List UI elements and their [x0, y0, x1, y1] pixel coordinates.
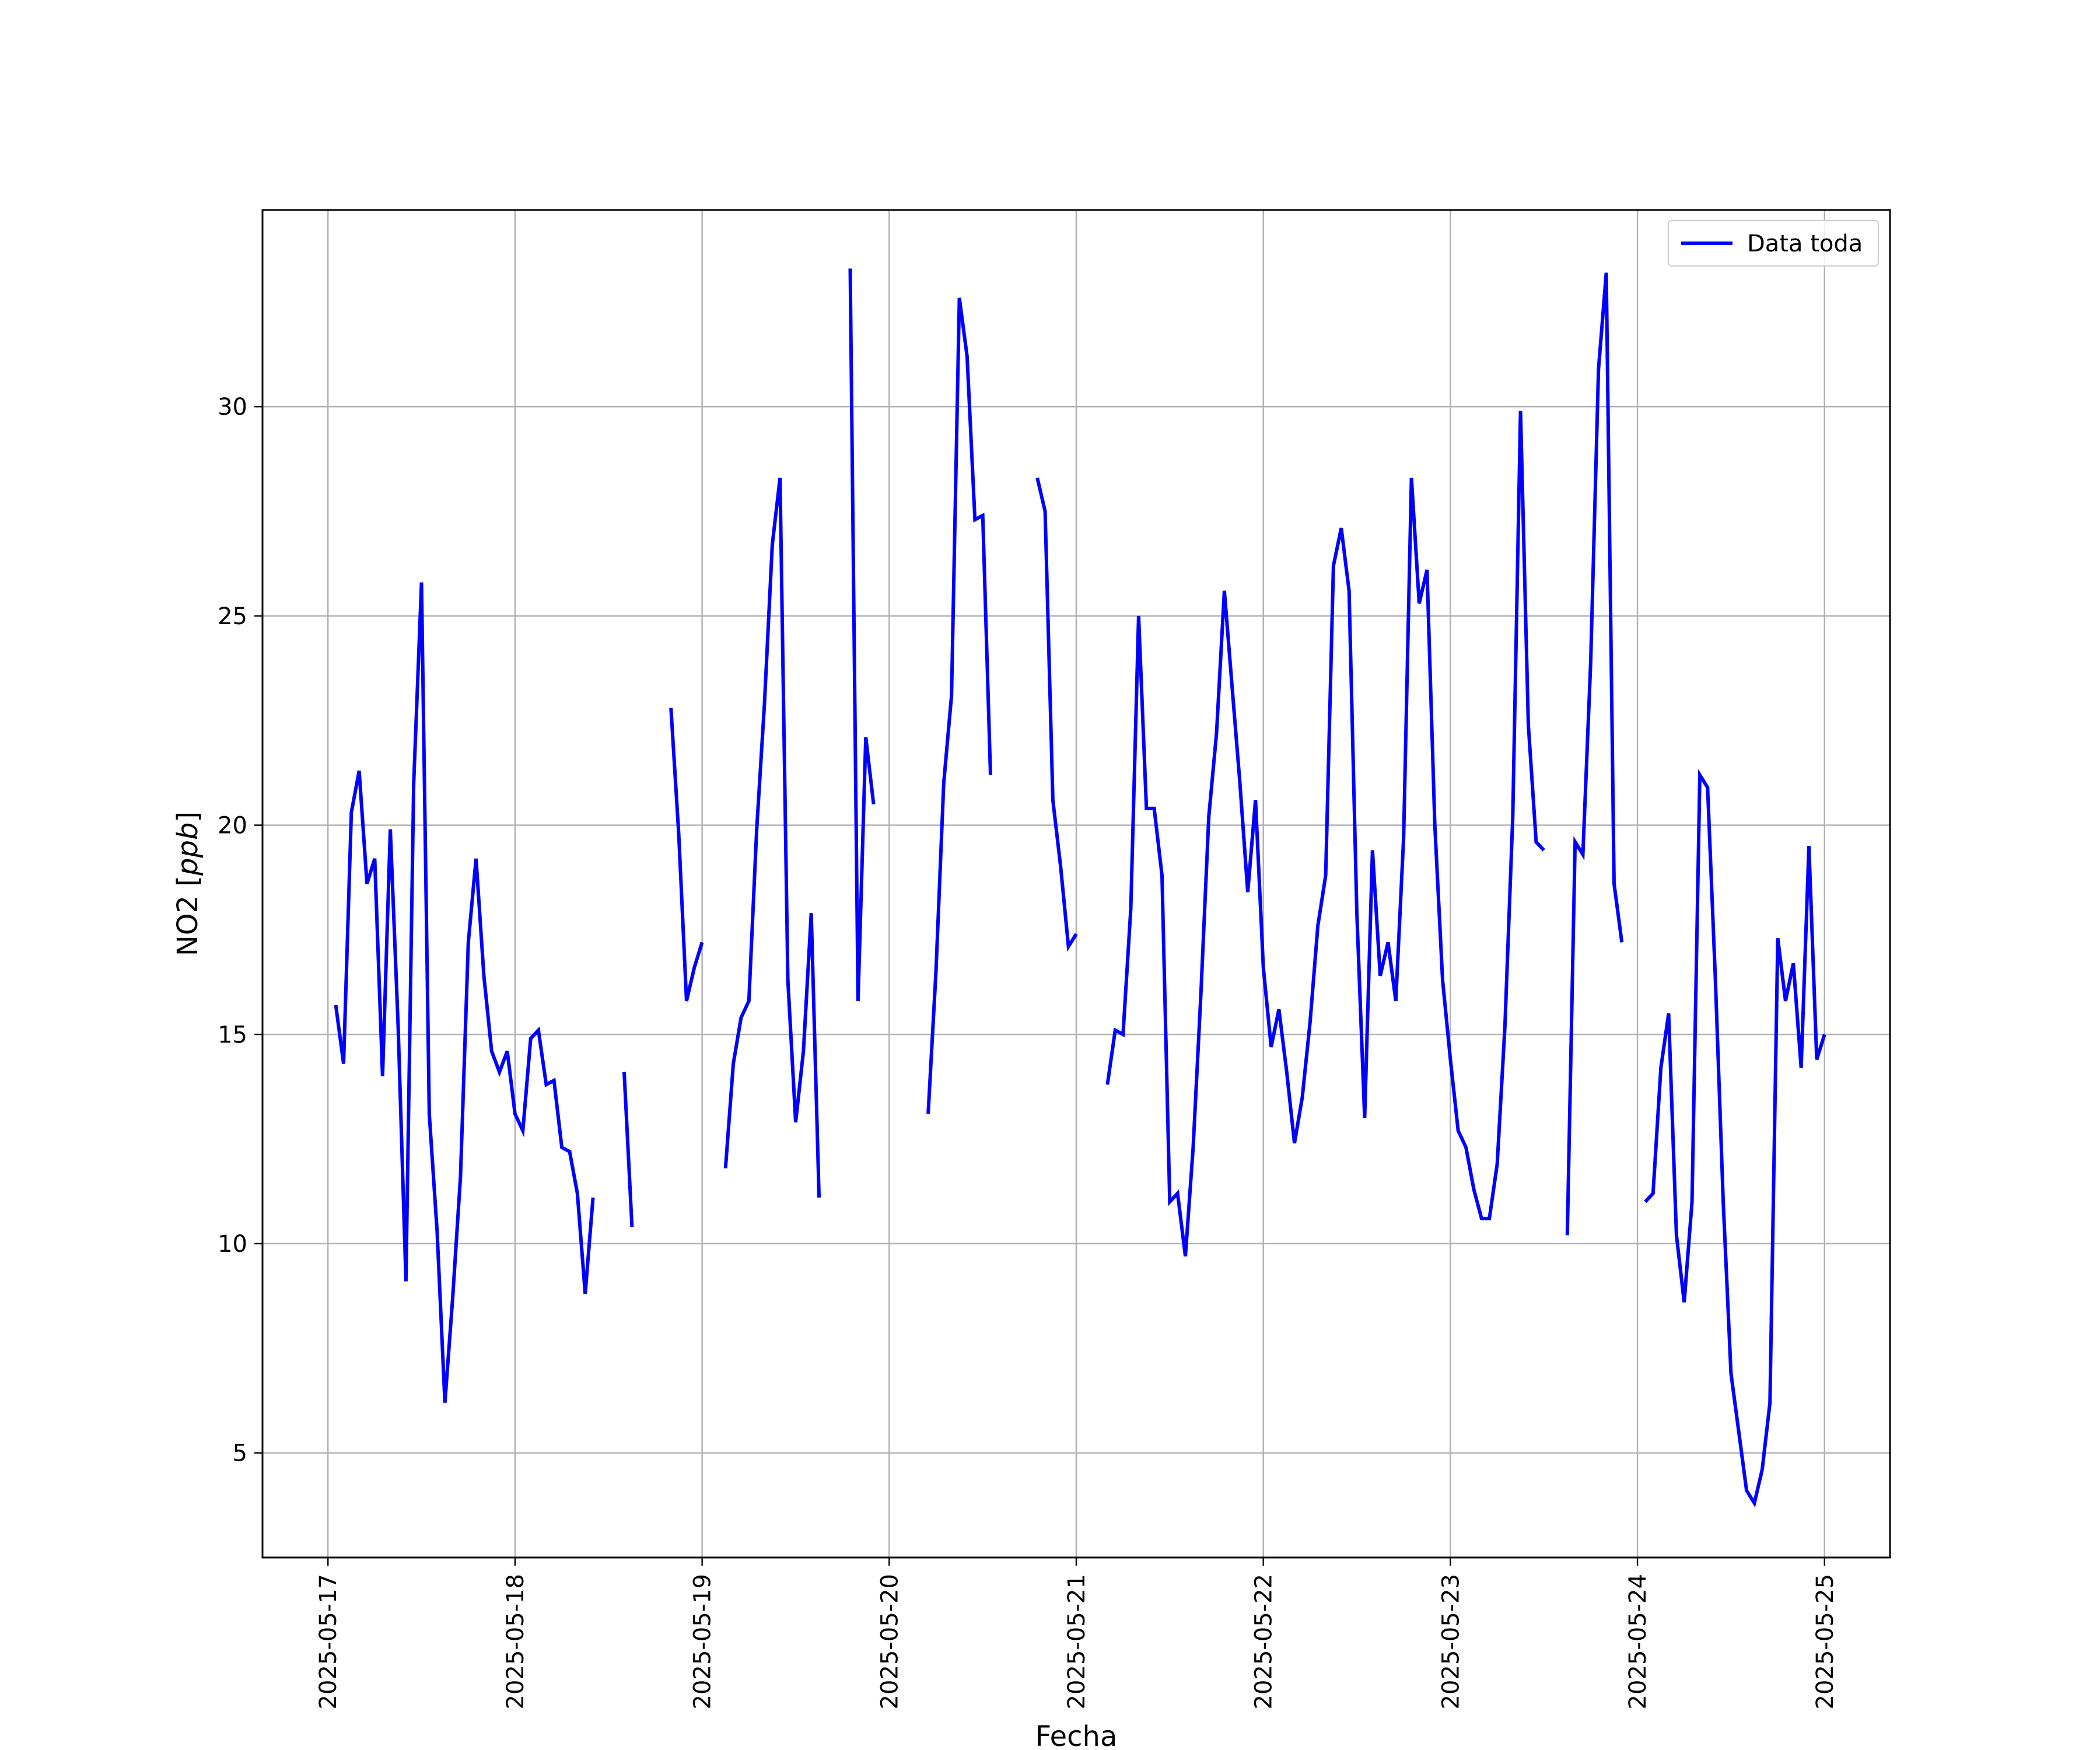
series-layer [334, 268, 1826, 1508]
y-axis-label-main: NO2 [ [172, 876, 204, 956]
series-line-segment [1035, 477, 1078, 952]
x-tick-label: 2025-05-25 [1812, 1574, 1839, 1709]
series-line-segment [334, 582, 595, 1403]
grid-lines [262, 210, 1890, 1558]
series-line-segment [1644, 769, 1826, 1508]
x-axis-label: Fecha [1035, 1720, 1118, 1750]
y-axis-label-end: ] [172, 811, 204, 822]
series-line-segment [1105, 411, 1545, 1256]
y-tick-label: 5 [233, 1440, 247, 1467]
axis-ticks: 2025-05-17 2025-05-18 2025-05-19 2025-05-20… [218, 394, 1839, 1709]
y-tick-label: 30 [218, 394, 247, 421]
series-line-segment [622, 1072, 634, 1227]
x-tick-label: 2025-05-17 [315, 1574, 342, 1709]
x-tick-label: 2025-05-20 [876, 1574, 903, 1709]
x-tick-label: 2025-05-21 [1063, 1574, 1090, 1709]
legend-box [1668, 220, 1879, 267]
series-line-segment [1565, 272, 1624, 1236]
x-tick-label: 2025-05-24 [1625, 1574, 1651, 1709]
y-tick-label: 25 [218, 603, 247, 630]
series-line-segment [669, 708, 704, 1002]
series-line-segment [723, 477, 821, 1198]
y-tick-label: 15 [218, 1021, 247, 1048]
x-tick-label: 2025-05-18 [502, 1574, 529, 1709]
legend: Data toda [1668, 220, 1879, 267]
x-tick-label: 2025-05-22 [1251, 1574, 1278, 1709]
legend-label: Data toda [1747, 230, 1863, 257]
y-axis-label-unit: ppb [172, 822, 204, 876]
y-tick-label: 20 [218, 813, 247, 839]
series-line-segment [848, 268, 876, 1001]
y-axis-label: NO2 [ppb] [172, 811, 204, 956]
x-tick-label: 2025-05-23 [1437, 1574, 1464, 1709]
series-line-segment [926, 298, 992, 1114]
x-tick-label: 2025-05-19 [690, 1574, 716, 1709]
y-tick-label: 10 [218, 1231, 247, 1258]
